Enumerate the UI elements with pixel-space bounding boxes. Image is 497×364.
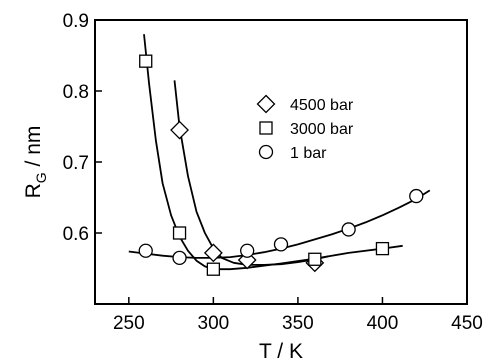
y-axis-title-subscript: G bbox=[33, 172, 49, 183]
legend-marker-4500-bar bbox=[256, 94, 276, 114]
point-3000-bar-1 bbox=[172, 226, 187, 240]
x-tick-label-400: 400 bbox=[367, 313, 399, 334]
data-markers bbox=[138, 54, 424, 276]
point-3000-bar-4 bbox=[375, 241, 390, 256]
x-tick-label-450: 450 bbox=[451, 313, 483, 334]
x-tick-label-350: 350 bbox=[282, 313, 314, 334]
legend-marker-3000-bar bbox=[259, 121, 273, 135]
axis-ticks: 250 300 350 400 450 0.6 0.7 0.8 0.9 bbox=[63, 11, 483, 334]
point-1-bar-0 bbox=[138, 243, 153, 258]
y-tick-label-2: 0.8 bbox=[63, 82, 89, 103]
y-tick-label-0: 0.6 bbox=[63, 224, 89, 245]
y-tick-label-1: 0.7 bbox=[63, 153, 89, 174]
point-4500-bar-2 bbox=[237, 250, 257, 270]
y-axis-title: RG / nm bbox=[22, 126, 49, 199]
x-tick-label-250: 250 bbox=[113, 313, 145, 334]
x-axis-title: T / K bbox=[259, 340, 303, 363]
point-3000-bar-3 bbox=[308, 252, 322, 266]
point-1-bar-2 bbox=[240, 243, 255, 258]
curve-3000-bar bbox=[143, 34, 403, 271]
legend-label-1-bar: 1 bar bbox=[290, 145, 327, 162]
x-tick-label-300: 300 bbox=[198, 313, 230, 334]
point-3000-bar-2 bbox=[206, 262, 221, 276]
point-1-bar-3 bbox=[273, 237, 289, 252]
legend-marker-1-bar bbox=[258, 144, 274, 160]
legend-label-4500-bar: 4500 bar bbox=[290, 97, 354, 114]
legend: 4500 bar 3000 bar 1 bar bbox=[256, 94, 354, 162]
curve-4500-bar bbox=[173, 80, 329, 266]
y-axis-title-symbol: R bbox=[22, 183, 45, 198]
point-4500-bar-0 bbox=[170, 120, 189, 140]
point-1-bar-1 bbox=[172, 250, 187, 266]
point-3000-bar-0 bbox=[139, 54, 153, 68]
y-axis-title-unit: / nm bbox=[22, 126, 45, 173]
legend-label-3000-bar: 3000 bar bbox=[290, 121, 354, 138]
point-1-bar-4 bbox=[341, 222, 356, 237]
y-tick-label-3: 0.9 bbox=[63, 11, 89, 32]
point-4500-bar-1 bbox=[203, 243, 223, 263]
point-1-bar-5 bbox=[409, 188, 424, 204]
